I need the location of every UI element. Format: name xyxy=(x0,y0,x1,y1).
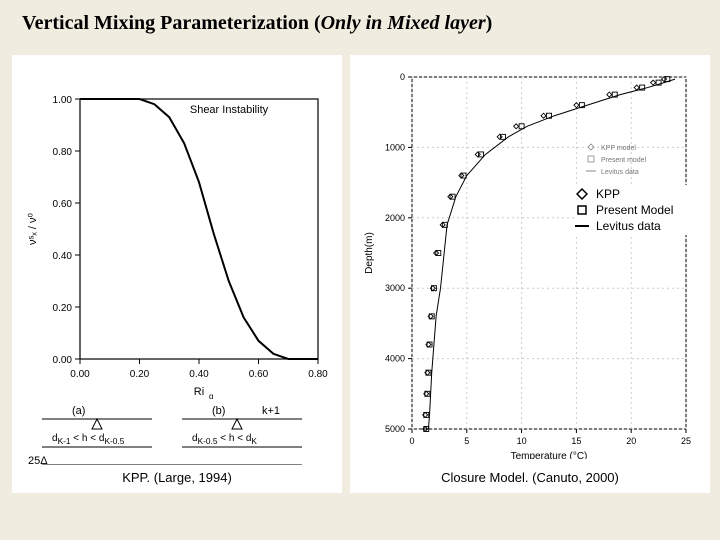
line-icon xyxy=(574,220,590,232)
svg-text:0.00: 0.00 xyxy=(70,369,90,380)
svg-text:3000: 3000 xyxy=(385,283,405,293)
legend-row-present: Present Model xyxy=(574,203,694,217)
svg-text:0.60: 0.60 xyxy=(53,199,73,210)
legend-label-kpp: KPP xyxy=(596,187,620,201)
svg-text:0.20: 0.20 xyxy=(130,369,150,380)
svg-text:10: 10 xyxy=(517,436,527,446)
svg-text:Temperature (°C): Temperature (°C) xyxy=(511,451,588,459)
svg-text:0.80: 0.80 xyxy=(308,369,328,380)
legend-box: KPP Present Model Levitus data xyxy=(574,185,694,235)
svg-text:Shear Instability: Shear Instability xyxy=(190,104,269,116)
svg-text:1.00: 1.00 xyxy=(53,95,73,106)
svg-text:1000: 1000 xyxy=(385,142,405,152)
left-panel: 0.00 0.20 0.40 0.60 0.80 0.00 0.20 0.40 0.60 0.80… xyxy=(12,55,342,493)
shear-instability-chart: 0.00 0.20 0.40 0.60 0.80 0.00 0.20 0.40 0.60 0.80… xyxy=(18,59,338,399)
svg-text:Ri: Ri xyxy=(194,386,204,398)
svg-text:Present model: Present model xyxy=(601,157,647,164)
svg-text:0.80: 0.80 xyxy=(53,147,73,158)
svg-text:KPP model: KPP model xyxy=(601,145,636,152)
legend-label-present: Present Model xyxy=(596,203,673,217)
svg-text:15: 15 xyxy=(571,436,581,446)
svg-text:0: 0 xyxy=(409,436,414,446)
right-panel: 0 5 10 15 20 25 0 1000 2000 3000 4000 5000 Temperatu… xyxy=(350,55,710,493)
title-italic: Only in Mixed layer xyxy=(321,12,486,34)
legend-label-levitus: Levitus data xyxy=(596,219,661,233)
diamond-icon xyxy=(574,188,590,200)
svg-text:0.60: 0.60 xyxy=(249,369,269,380)
svg-text:νˢₓ / ν⁰: νˢₓ / ν⁰ xyxy=(27,212,39,245)
svg-text:5: 5 xyxy=(464,436,469,446)
title-end: ) xyxy=(486,12,493,34)
right-caption: Closure Model. (Canuto, 2000) xyxy=(350,470,710,485)
svg-text:5000: 5000 xyxy=(385,424,405,434)
svg-text:Levitus data: Levitus data xyxy=(601,169,639,176)
svg-text:0.00: 0.00 xyxy=(53,355,73,366)
page-title: Vertical Mixing Parameterization (Only i… xyxy=(22,12,492,35)
square-icon xyxy=(574,204,590,216)
svg-text:Depth(m): Depth(m) xyxy=(364,232,375,274)
svg-text:0: 0 xyxy=(400,72,405,82)
svg-text:g: g xyxy=(209,392,213,399)
svg-text:0.40: 0.40 xyxy=(53,251,73,262)
svg-text:2000: 2000 xyxy=(385,213,405,223)
legend-row-kpp: KPP xyxy=(574,187,694,201)
svg-text:0.40: 0.40 xyxy=(189,369,209,380)
svg-text:4000: 4000 xyxy=(385,354,405,364)
svg-text:0.20: 0.20 xyxy=(53,303,73,314)
svg-text:20: 20 xyxy=(626,436,636,446)
svg-text:25: 25 xyxy=(681,436,691,446)
schematic-lines xyxy=(22,405,322,465)
bottom-schematic: (a) (b) k+1 dK-1 < h < dK-0.5 dK-0.5 < h… xyxy=(22,405,322,465)
legend-row-levitus: Levitus data xyxy=(574,219,694,233)
left-caption: KPP. (Large, 1994) xyxy=(12,470,342,485)
temperature-depth-chart: 0 5 10 15 20 25 0 1000 2000 3000 4000 5000 Temperatu… xyxy=(356,59,706,459)
title-main: Vertical Mixing Parameterization ( xyxy=(22,12,321,34)
